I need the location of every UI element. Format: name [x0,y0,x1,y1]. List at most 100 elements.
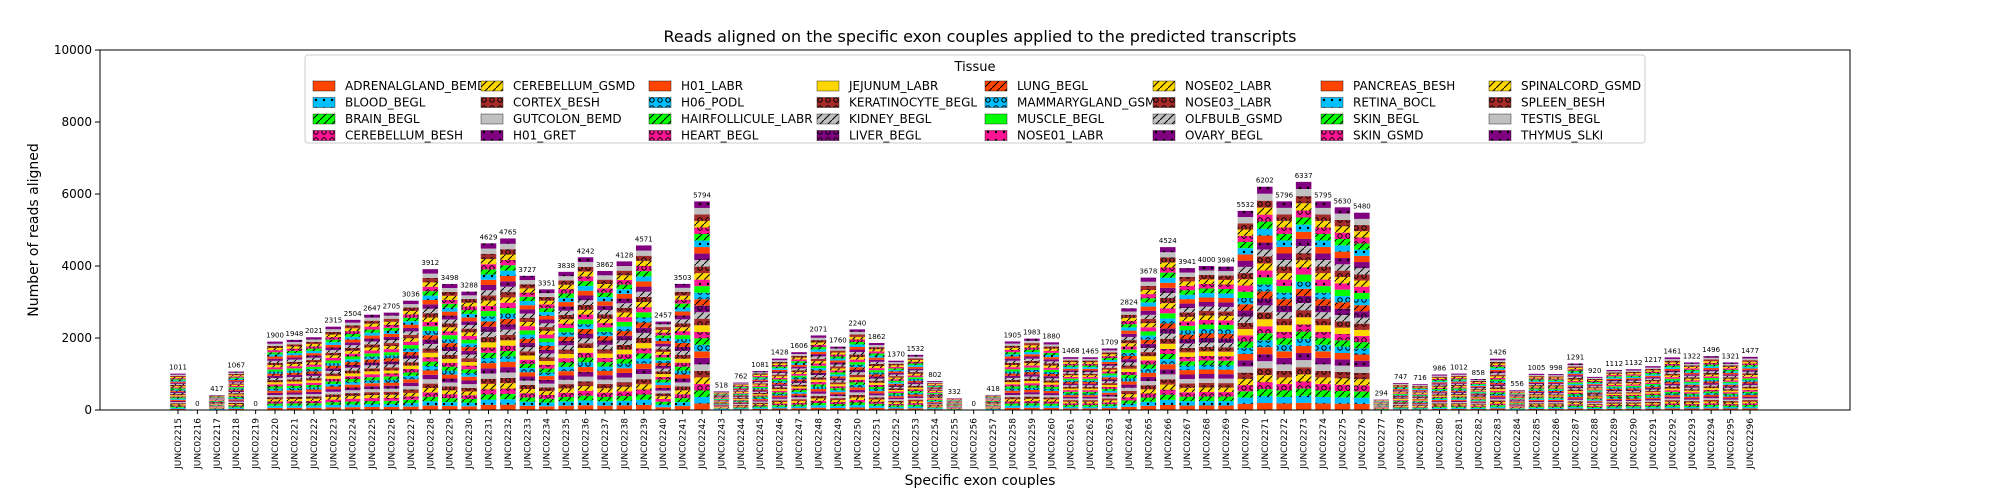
bar-segment [538,338,555,343]
legend-label: MUSCLE_BEGL [1017,112,1105,126]
bar-segment [810,382,827,385]
bar-segment [538,311,555,316]
bar-segment [1412,393,1428,395]
bar-segment [480,378,497,384]
legend-item: H01_GRET [480,129,577,143]
bar-segment [286,355,303,358]
bar-segment [1548,388,1564,390]
bar-segment [364,326,380,330]
bar-segment [500,292,516,298]
bar-segment [1528,386,1545,388]
bar-segment [1140,335,1157,340]
bar-segment [1315,266,1331,274]
bar-segment [1742,401,1758,404]
bar-segment [597,288,613,293]
x-tick-label: JUNC02226 [387,418,397,470]
bar-segment [519,384,536,390]
bar-segment [1354,237,1370,244]
bar-segment [868,376,885,379]
bar-segment [1509,391,1525,393]
bar-segment [1004,345,1021,348]
bar-segment [1101,363,1118,366]
bar-segment [344,379,361,382]
bar-segment [752,380,768,383]
bar-segment [1257,270,1273,278]
total-label: 762 [734,373,747,381]
bar-segment [1703,374,1719,377]
bar-segment [1082,375,1098,378]
bar-segment [306,378,322,381]
bar-segment [558,401,574,406]
bar-segment [636,358,652,364]
total-label: 920 [1588,367,1601,375]
bar-segment [810,384,827,387]
x-tick-label: JUNC02285 [1533,418,1543,470]
bar-segment [1354,286,1370,293]
bar-segment [1218,297,1234,303]
bar-segment [616,344,633,350]
bar-segment [1431,383,1448,385]
bar-segment [636,374,652,380]
bar-segment [791,404,807,407]
bar-segment [1354,323,1370,330]
bar-segment [655,379,671,383]
bar-segment [1295,324,1312,332]
bar-segment [830,384,846,387]
bar-segment [733,397,749,399]
bar-segment [1140,323,1157,328]
bar-segment [927,389,943,391]
bar-segment [674,295,691,300]
bar-segment [907,401,924,404]
bar-segment [771,376,788,378]
bar-segment [1295,352,1312,361]
bar-segment [1140,339,1157,344]
bar-segment [810,405,827,408]
bar-segment [325,331,342,335]
bar-segment [1625,395,1642,398]
bar-segment [868,403,885,406]
bar-segment [170,395,186,397]
bar-segment [1160,257,1176,263]
legend-label: LIVER_BEGL [849,129,921,143]
bar-segment [1160,404,1176,410]
bar-segment [597,331,613,337]
bar-segment [1664,357,1681,360]
bar-segment [1645,393,1661,395]
bar-segment [1354,292,1370,300]
bar-stack [674,283,691,410]
bar-segment [1121,378,1137,382]
total-label: 1532 [907,345,925,353]
bar-segment [1218,280,1234,285]
bar-segment [558,362,574,367]
bar-segment [888,405,904,407]
bar-segment [1101,360,1118,362]
bar-segment [810,407,827,410]
total-label: 4128 [615,251,633,259]
bar-segment [306,380,322,383]
bar-segment [636,266,652,272]
bar-segment [1218,271,1234,276]
bar-segment [1489,360,1506,362]
bar-segment [228,382,244,384]
bar-segment [1625,376,1642,379]
bar-segment [868,378,885,381]
x-tick-label: JUNC02258 [1009,418,1019,470]
bar-segment [674,335,691,340]
bar-segment [694,357,710,365]
bar-segment [597,301,613,306]
bar-segment [480,321,497,327]
bar-segment [713,401,730,402]
bar-segment [1062,398,1079,401]
legend-label: PANCREAS_BESH [1353,79,1455,93]
bar-segment [170,391,186,393]
bar-segment [403,396,419,400]
bar-segment [1412,401,1428,403]
bar-segment [849,334,866,337]
bar-segment [616,284,633,290]
total-label: 332 [948,388,961,396]
bar-segment [344,390,361,394]
bar-segment [383,373,400,377]
bar-segment [1004,341,1021,344]
bar-segment [597,388,613,393]
y-tick-label: 6000 [61,187,92,201]
